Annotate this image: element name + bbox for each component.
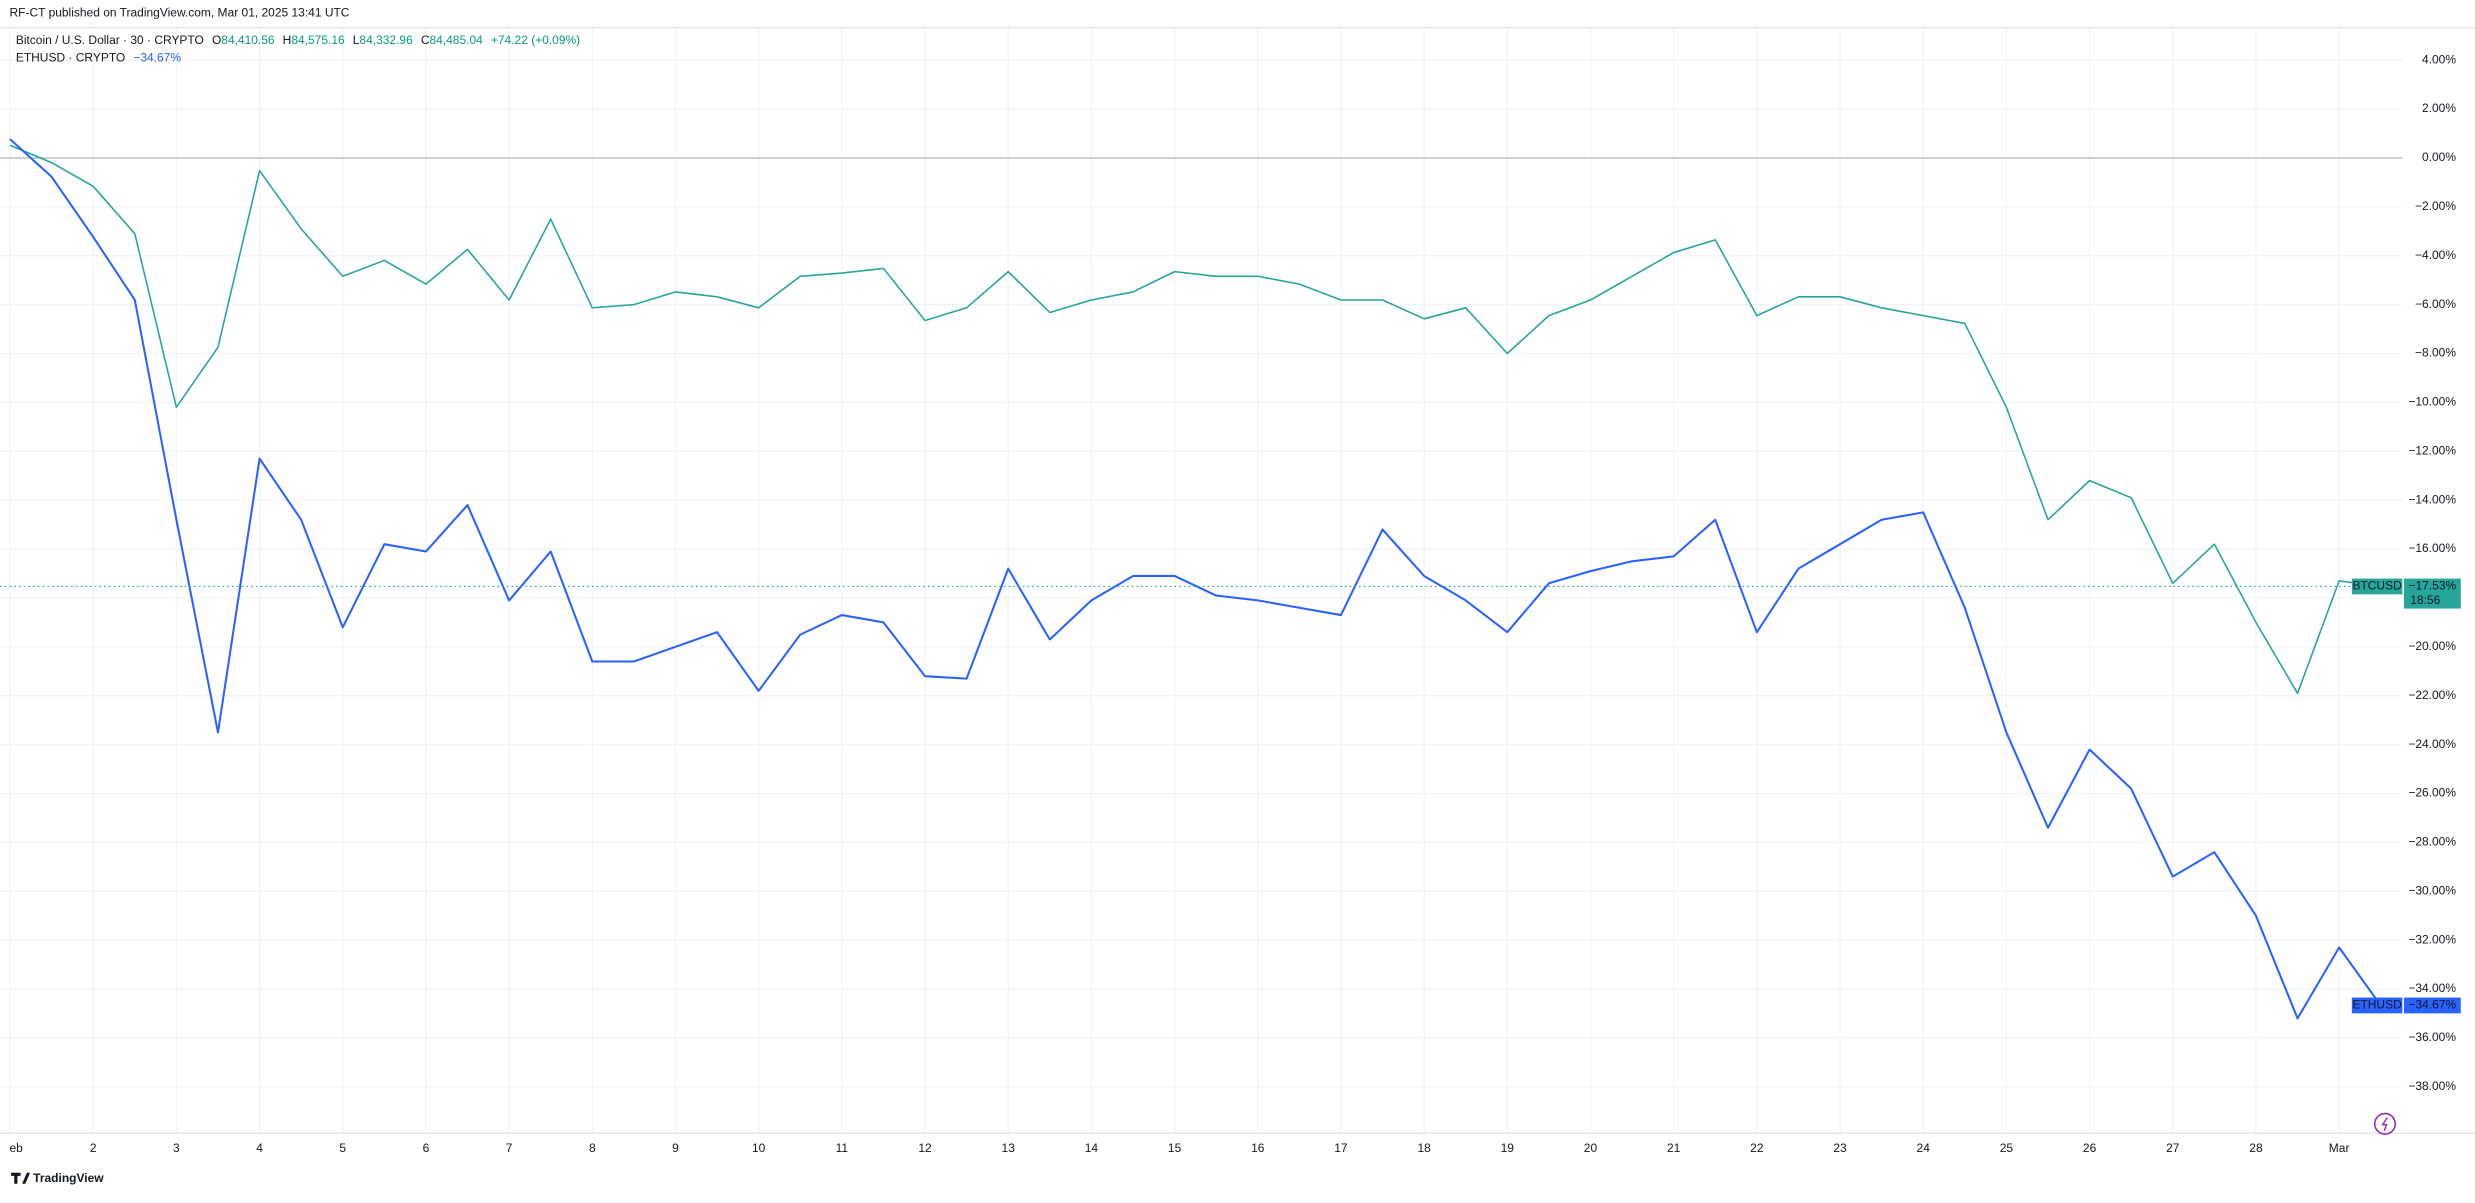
x-tick-label: 6 xyxy=(423,1141,430,1155)
x-tick-label: 13 xyxy=(1002,1141,1016,1155)
x-tick-label: 4 xyxy=(256,1141,263,1155)
footer-brand: TradingView xyxy=(33,1171,104,1185)
y-tick-label: −2.00% xyxy=(2415,199,2456,213)
legend-value: 84,332.96 xyxy=(359,33,413,47)
series-line xyxy=(9,138,2382,1020)
x-tick-label: 25 xyxy=(2000,1141,2014,1155)
legend-key: L xyxy=(353,33,360,47)
y-tick-label: −8.00% xyxy=(2415,346,2456,360)
y-tick-label: −36.00% xyxy=(2408,1030,2456,1044)
x-tick-label: 22 xyxy=(1750,1141,1764,1155)
x-tick-label: 24 xyxy=(1917,1141,1931,1155)
legend-value: 84,410.56 xyxy=(221,33,275,47)
y-tick-label: −38.00% xyxy=(2408,1079,2456,1093)
footer-logo: TradingView xyxy=(11,1171,104,1185)
legend-symbol: Bitcoin / U.S. Dollar · 30 · CRYPTO xyxy=(16,33,204,47)
y-tick-label: −6.00% xyxy=(2415,297,2456,311)
tag-name: BTCUSD xyxy=(2352,579,2402,593)
x-tick-label: 10 xyxy=(752,1141,766,1155)
tag-name-box xyxy=(2351,997,2403,1014)
x-tick-label: 15 xyxy=(1168,1141,1182,1155)
icon-ring[interactable] xyxy=(2373,1112,2397,1135)
y-tick-label: −10.00% xyxy=(2408,395,2456,409)
tag-name-box xyxy=(2351,578,2403,595)
x-tick-label: 19 xyxy=(1501,1141,1515,1155)
x-tick-label: 2 xyxy=(90,1141,97,1155)
tag-value-box xyxy=(2403,997,2461,1014)
publisher-note: RF-CT published on TradingView.com, Mar … xyxy=(10,6,350,20)
y-tick-label: −32.00% xyxy=(2408,932,2456,946)
x-tick-label: 28 xyxy=(2249,1141,2263,1155)
icon-bolt[interactable] xyxy=(2381,1117,2388,1132)
y-tick-label: −12.00% xyxy=(2408,443,2456,457)
x-tick-label: 27 xyxy=(2166,1141,2180,1155)
x-tick-label: 11 xyxy=(836,1141,849,1155)
x-tick-label: 21 xyxy=(1667,1141,1681,1155)
y-tick-label: 2.00% xyxy=(2422,101,2456,115)
y-tick-label: −34.00% xyxy=(2408,981,2456,995)
x-tick-label: 20 xyxy=(1584,1141,1598,1155)
tag-name: ETHUSD xyxy=(2352,998,2402,1012)
y-tick-label: −30.00% xyxy=(2408,883,2456,897)
y-tick-label: 0.00% xyxy=(2422,150,2456,164)
x-tick-label: 9 xyxy=(672,1141,679,1155)
x-tick-label: 17 xyxy=(1334,1141,1348,1155)
tag-value: −34.67% xyxy=(2409,998,2457,1012)
x-tick-label: eb xyxy=(10,1141,24,1155)
plot-area: eb 2 3 4 5 6 7 8 9 10 11 12 13 14 15 16 17 18 19 20 21 22 23 24… xyxy=(0,28,2475,1155)
x-tick-label: 8 xyxy=(589,1141,596,1155)
tag-countdown: 18:56 xyxy=(2410,593,2440,607)
x-tick-label: 16 xyxy=(1251,1141,1265,1155)
legend-change: +74.22 (+0.09%) xyxy=(491,33,580,47)
legend-value: 84,575.16 xyxy=(291,33,345,47)
tag-value-box xyxy=(2403,578,2461,609)
y-tick-label: −16.00% xyxy=(2408,541,2456,555)
y-tick-label: −28.00% xyxy=(2408,835,2456,849)
legend-key: C xyxy=(421,33,430,47)
x-tick-label: 14 xyxy=(1085,1141,1099,1155)
legend-key: O xyxy=(212,33,221,47)
y-tick-label: −22.00% xyxy=(2408,688,2456,702)
legend-compare-symbol: ETHUSD · CRYPTO xyxy=(16,51,125,65)
replay-icon[interactable] xyxy=(2373,1112,2397,1135)
x-tick-label: 5 xyxy=(339,1141,346,1155)
x-tick-label: 3 xyxy=(173,1141,180,1155)
y-tick-label: −26.00% xyxy=(2408,786,2456,800)
x-tick-label: Mar xyxy=(2329,1141,2350,1155)
y-tick-label: −24.00% xyxy=(2408,737,2456,751)
y-tick-label: −20.00% xyxy=(2408,639,2456,653)
x-tick-label: 12 xyxy=(918,1141,932,1155)
logo-icon xyxy=(11,1172,31,1184)
y-tick-label: 4.00% xyxy=(2422,52,2456,66)
x-tick-label: 23 xyxy=(1833,1141,1847,1155)
series-line xyxy=(9,144,2381,695)
legend-compare: ETHUSD · CRYPTO −34.67% xyxy=(16,51,182,65)
y-tick-label: −4.00% xyxy=(2415,248,2456,262)
legend-main: Bitcoin / U.S. Dollar · 30 · CRYPTO O84,… xyxy=(16,33,580,47)
legend-value: 84,485.04 xyxy=(429,33,483,47)
tag-value: −17.53% xyxy=(2409,579,2457,593)
legend-key: H xyxy=(283,33,292,47)
x-tick-label: 26 xyxy=(2083,1141,2097,1155)
y-tick-label: −14.00% xyxy=(2408,492,2456,506)
x-tick-label: 18 xyxy=(1417,1141,1431,1155)
legend-compare-change: −34.67% xyxy=(133,51,181,65)
x-tick-label: 7 xyxy=(506,1141,513,1155)
